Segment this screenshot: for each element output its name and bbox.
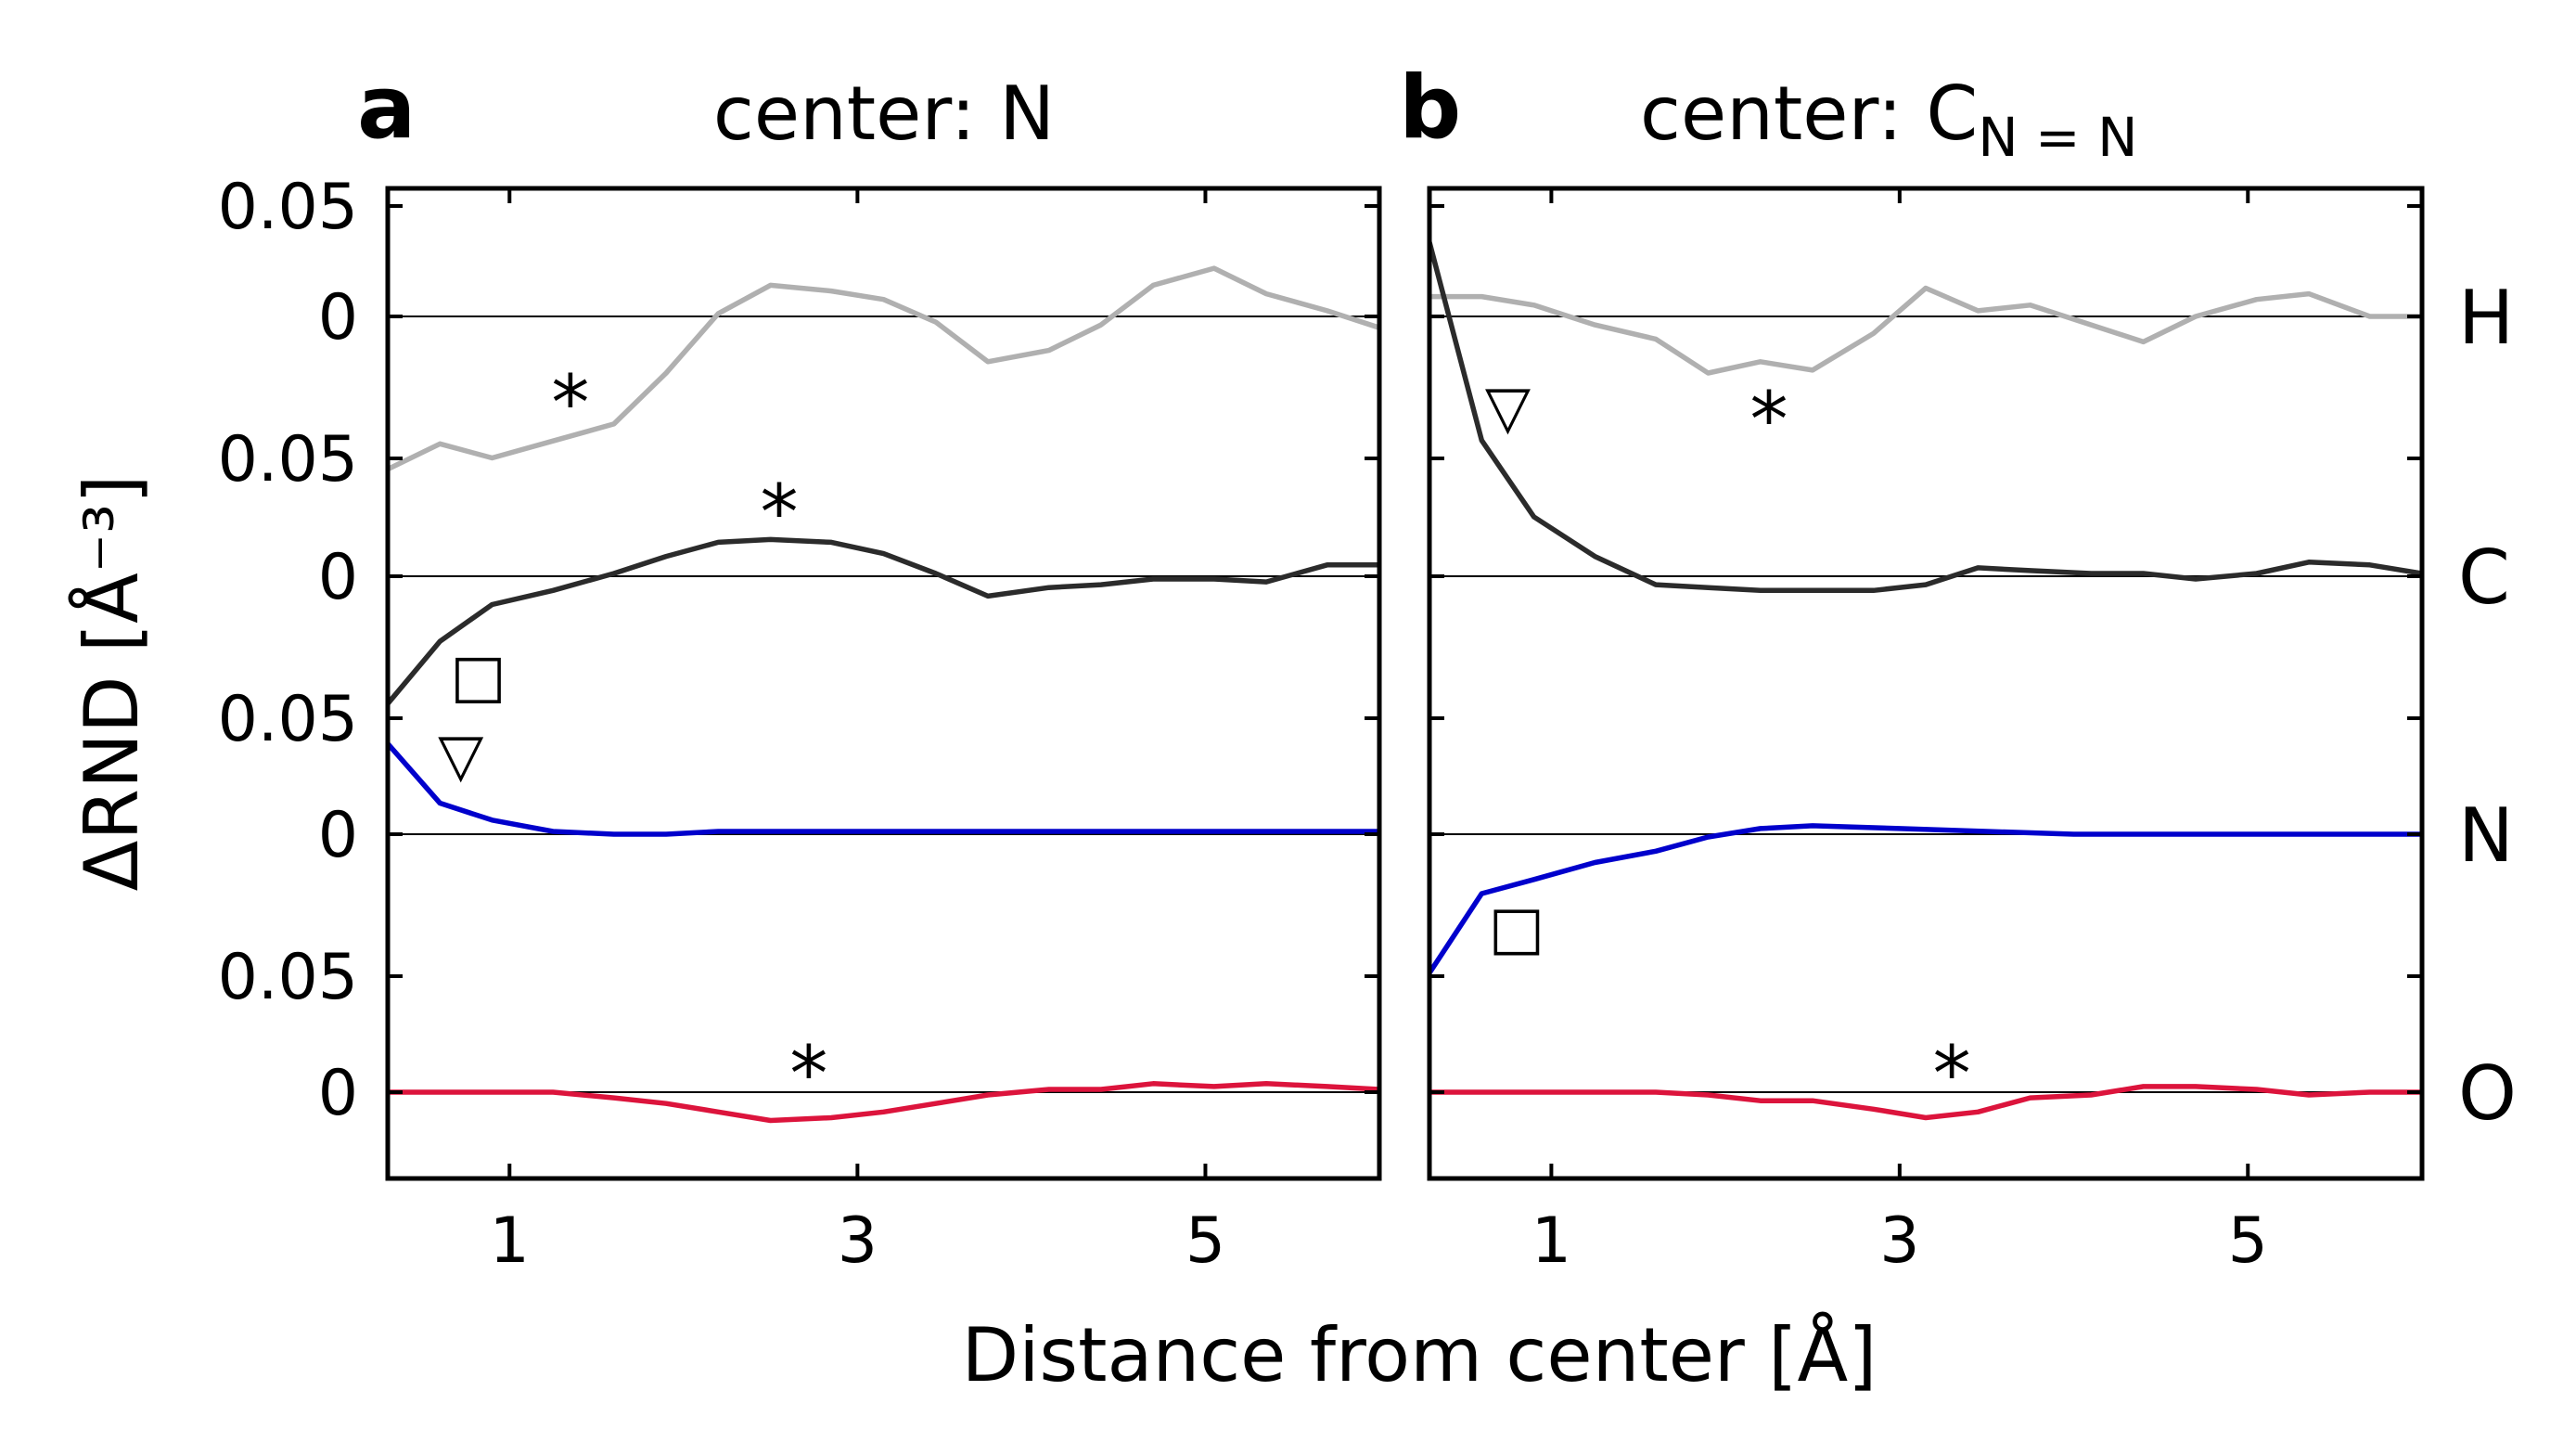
x-tick-label: 5 xyxy=(1185,1204,1225,1278)
panel-title-subscript: N = N xyxy=(1978,106,2137,169)
annotation-marker: ▽ xyxy=(438,722,484,791)
y-tick-label: 0 xyxy=(318,281,358,354)
panel-title-main: center: C xyxy=(1640,71,1978,157)
annotation-marker: ▽ xyxy=(1485,374,1532,443)
x-axis-label: Distance from center [Å] xyxy=(962,1311,1878,1398)
panel-a: 0.05 0 0.05 0 0.05 0 0.05 0 1 3 5 a center: N * * □ ▽ * xyxy=(218,58,1382,1278)
panel-title: center: N xyxy=(713,71,1055,157)
y-tick-label: 0.05 xyxy=(218,171,358,244)
annotation-marker: * xyxy=(789,1030,827,1118)
element-label-o: O xyxy=(2458,1050,2517,1137)
annotation-marker: * xyxy=(760,470,798,558)
series-line-h xyxy=(388,265,1379,472)
x-tick-label: 1 xyxy=(1532,1204,1571,1278)
x-tick-label: 1 xyxy=(490,1204,530,1278)
series-line-c xyxy=(1429,241,2422,594)
annotation-marker: □ xyxy=(1489,895,1544,963)
panel-b: 1 3 5 b center: CN = N ▽ * □ * H C N O xyxy=(1399,58,2517,1278)
panel-title-main: center: N xyxy=(713,71,1055,157)
element-label-h: H xyxy=(2458,275,2514,361)
annotation-marker: * xyxy=(551,359,589,447)
element-label-n: N xyxy=(2458,792,2514,879)
y-axis-label: ΔRND [Å⁻³] xyxy=(68,475,155,892)
axes-frame xyxy=(385,186,1382,1181)
shared-labels: ΔRND [Å⁻³] Distance from center [Å] xyxy=(68,475,1877,1398)
y-tick-label: 0.05 xyxy=(218,683,358,756)
series-line-n xyxy=(388,741,1379,837)
axes-frame xyxy=(1427,186,2425,1181)
y-tick-label: 0.05 xyxy=(218,941,358,1014)
series-line-c xyxy=(388,536,1379,706)
y-tick-label: 0 xyxy=(318,541,358,614)
x-tick-label: 5 xyxy=(2228,1204,2268,1278)
x-tick-label: 3 xyxy=(838,1204,878,1278)
y-tick-label: 0.05 xyxy=(218,423,358,496)
annotation-marker: * xyxy=(1933,1030,1971,1118)
y-tick-label: 0 xyxy=(318,1057,358,1130)
annotation-marker: □ xyxy=(450,642,506,711)
annotation-marker: * xyxy=(1750,377,1788,465)
series-line-h xyxy=(1429,285,2422,376)
y-tick-label: 0 xyxy=(318,799,358,872)
x-tick-label: 3 xyxy=(1879,1204,1919,1278)
element-label-c: C xyxy=(2458,534,2510,621)
panel-letter: a xyxy=(357,58,416,159)
panel-letter: b xyxy=(1399,58,1461,159)
series-line-o xyxy=(388,1081,1379,1124)
series-line-n xyxy=(1429,823,2422,975)
series-line-o xyxy=(1429,1084,2422,1121)
panel-title: center: CN = N xyxy=(1640,71,2137,169)
